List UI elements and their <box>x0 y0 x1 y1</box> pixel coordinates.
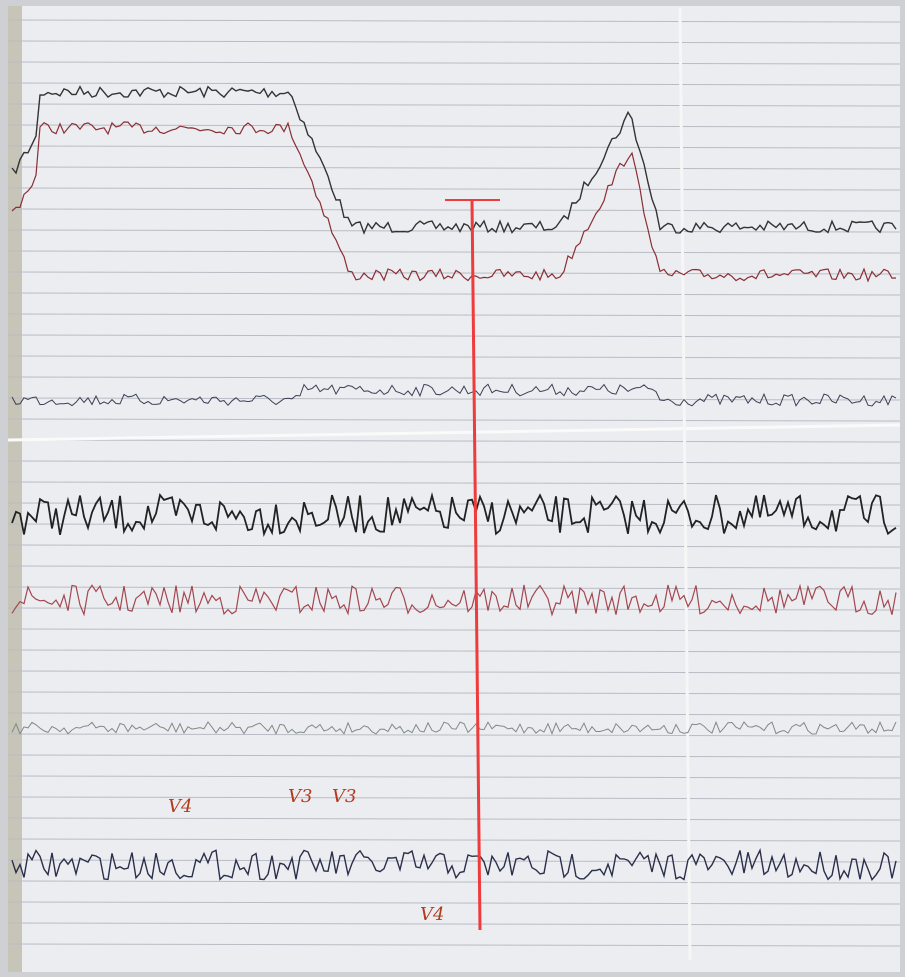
photo: V4 V3 V3 V4 <box>0 0 905 977</box>
annotation: V4 <box>168 796 192 817</box>
page: V4 V3 V3 V4 (() => { const data = JSON.p… <box>0 0 905 977</box>
paper-edge <box>8 6 22 972</box>
paper <box>8 6 900 972</box>
annotation: V3 <box>332 786 356 807</box>
annotation: V3 <box>288 786 312 807</box>
annotation: V4 <box>420 904 444 925</box>
